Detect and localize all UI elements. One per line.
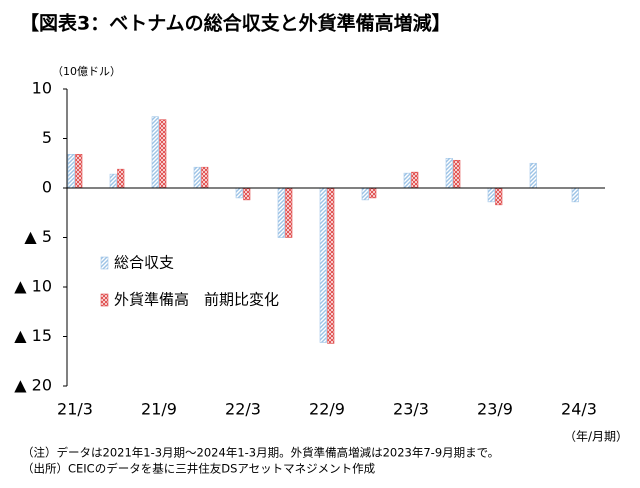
bar — [571, 187, 579, 203]
y-tick-label: ▲ 15 — [14, 326, 52, 345]
x-tick-label: 21/3 — [57, 400, 93, 419]
bar — [487, 187, 495, 203]
bar — [361, 187, 369, 201]
bar — [235, 187, 243, 199]
x-tick-label: 22/9 — [309, 400, 345, 419]
bar — [327, 187, 335, 344]
bar — [319, 187, 327, 343]
legend-marker — [100, 256, 109, 270]
bar — [529, 162, 537, 189]
y-tick-label: ▲ 5 — [24, 227, 52, 246]
bar — [369, 187, 377, 199]
bar — [109, 173, 117, 189]
bar — [117, 168, 125, 189]
x-tick-label: 23/3 — [393, 400, 429, 419]
note: （出所）CEICのデータを基に三井住友DSアセットマネジメント作成 — [22, 462, 376, 476]
legend-marker — [100, 293, 109, 307]
y-tick-label: ▲ 20 — [14, 376, 52, 395]
x-tick-label: 24/3 — [561, 400, 597, 419]
y-tick-label: 5 — [42, 128, 52, 147]
chart-title: 【図表3：ベトナムの総合収支と外貨準備高増減】 — [20, 12, 451, 35]
legend-label: 外貨準備高 前期比変化 — [114, 291, 279, 309]
legend-label: 総合収支 — [114, 254, 174, 272]
bar — [67, 154, 75, 189]
bar — [75, 154, 83, 189]
bar — [159, 119, 167, 189]
bar — [201, 166, 209, 189]
bar — [243, 187, 251, 201]
bar — [495, 187, 503, 206]
bar — [285, 187, 293, 238]
note: （注）データは2021年1-3月期～2024年1-3月期。外貨準備高増減は202… — [22, 446, 499, 460]
bar — [453, 159, 461, 189]
y-tick-label: 10 — [32, 79, 52, 98]
y-tick-label: 0 — [42, 178, 52, 197]
bar — [193, 166, 201, 189]
bar — [151, 116, 159, 189]
y-unit: （10億ドル） — [52, 65, 121, 78]
bar — [445, 158, 453, 189]
x-tick-label: 21/9 — [141, 400, 177, 419]
y-tick-label: ▲ 10 — [14, 277, 52, 296]
x-tick-label: 22/3 — [225, 400, 261, 419]
bar — [277, 187, 285, 238]
x-unit: （年/月期） — [564, 430, 628, 444]
x-tick-label: 23/9 — [477, 400, 513, 419]
bar — [403, 172, 411, 189]
bar — [411, 171, 419, 189]
